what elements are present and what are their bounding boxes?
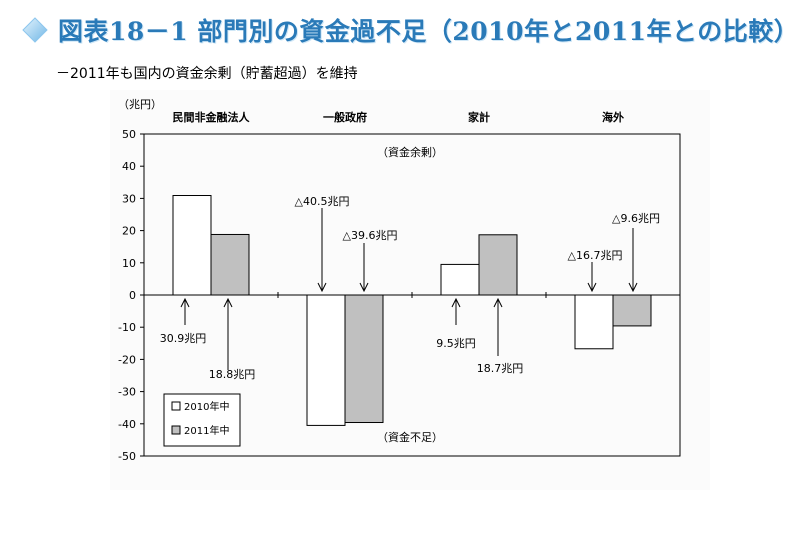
annotation-arrow-head	[180, 297, 190, 308]
annotation-arrow-head	[359, 282, 369, 293]
bar	[612, 294, 652, 327]
legend-label: 2010年中	[184, 400, 229, 413]
y-tick-label: -20	[118, 353, 136, 366]
bar	[172, 195, 212, 296]
annotation-arrow-head	[628, 282, 638, 293]
y-tick-label: -50	[118, 450, 136, 463]
page-title: 図表18－1 部門別の資金過不足（2010年と2011年との比較）	[58, 17, 800, 46]
value-label: 18.8兆円	[209, 368, 256, 381]
value-label: △39.6兆円	[343, 229, 398, 242]
annotation-arrow-head	[587, 282, 597, 293]
deficit-label: （資金不足）	[377, 430, 443, 444]
y-tick-label: 50	[122, 128, 136, 141]
y-tick-label: 40	[122, 160, 136, 173]
y-tick-label: 20	[122, 225, 136, 238]
y-tick-label: -10	[118, 321, 136, 334]
value-label: 30.9兆円	[160, 332, 207, 345]
annotation-arrow-head	[317, 282, 327, 293]
legend-label: 2011年中	[184, 424, 229, 437]
legend-swatch	[171, 425, 181, 435]
category-label: 家計	[468, 110, 490, 124]
value-label: △9.6兆円	[612, 212, 660, 225]
annotation-arrow-head	[223, 297, 233, 308]
value-label: 18.7兆円	[477, 362, 524, 375]
y-tick-label: 30	[122, 192, 136, 205]
value-label: △16.7兆円	[568, 249, 623, 262]
annotation-arrow-head	[493, 297, 503, 308]
bar	[478, 234, 518, 296]
y-tick-label: 10	[122, 257, 136, 270]
y-unit-label: （兆円）	[118, 98, 162, 111]
legend-swatch	[171, 401, 181, 411]
y-tick-label: -30	[118, 386, 136, 399]
y-tick-label: -40	[118, 418, 136, 431]
diamond-bullet-icon	[22, 17, 48, 43]
title-bar: 図表18－1 部門別の資金過不足（2010年と2011年との比較）	[22, 12, 799, 48]
category-label: 民間非金融法人	[173, 110, 251, 124]
page-subtitle: －2011年も国内の資金余剰（貯蓄超過）を維持	[56, 66, 358, 82]
category-label: 海外	[602, 110, 624, 124]
bar	[306, 294, 346, 426]
value-label: 9.5兆円	[436, 337, 476, 350]
y-tick-label: 0	[129, 289, 136, 302]
bar	[440, 263, 480, 296]
value-label: △40.5兆円	[295, 195, 350, 208]
category-label: 一般政府	[323, 110, 367, 124]
bar	[344, 294, 384, 424]
bar	[574, 294, 614, 350]
bar	[210, 233, 250, 296]
annotation-arrow-head	[451, 297, 461, 308]
surplus-label: （資金余剰）	[377, 145, 443, 159]
